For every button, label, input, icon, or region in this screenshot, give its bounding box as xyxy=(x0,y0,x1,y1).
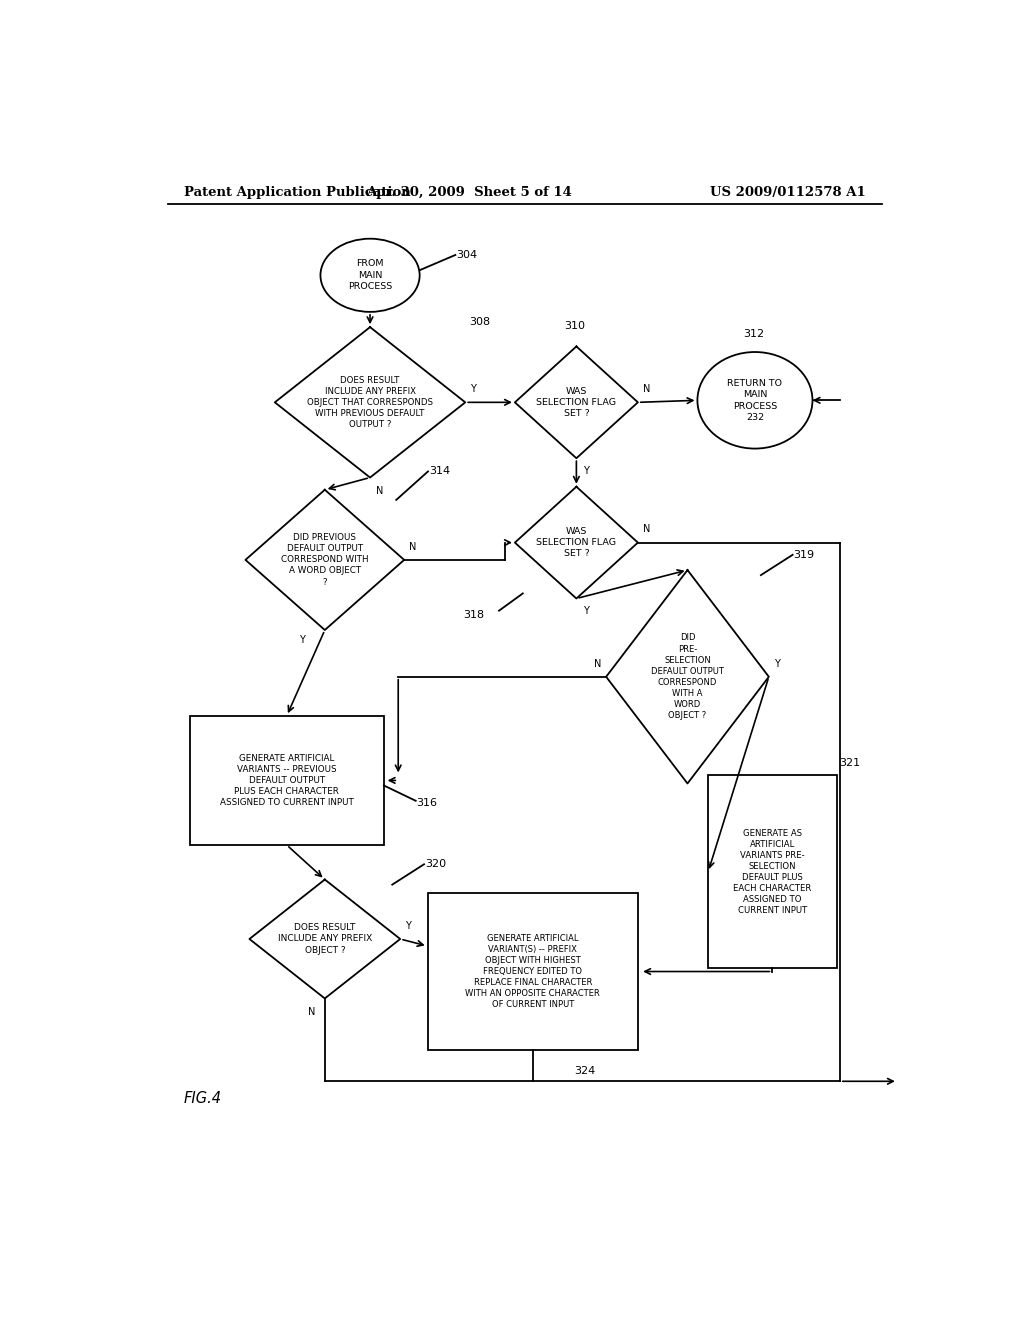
Text: 318: 318 xyxy=(463,610,484,620)
Text: N: N xyxy=(377,486,384,496)
Text: 324: 324 xyxy=(574,1065,596,1076)
Text: WAS
SELECTION FLAG
SET ?: WAS SELECTION FLAG SET ? xyxy=(537,387,616,418)
Text: RETURN TO
MAIN
PROCESS
232: RETURN TO MAIN PROCESS 232 xyxy=(727,379,782,422)
Text: DID PREVIOUS
DEFAULT OUTPUT
CORRESPOND WITH
A WORD OBJECT
?: DID PREVIOUS DEFAULT OUTPUT CORRESPOND W… xyxy=(281,533,369,586)
Text: GENERATE ARTIFICIAL
VARIANTS -- PREVIOUS
DEFAULT OUTPUT
PLUS EACH CHARACTER
ASSI: GENERATE ARTIFICIAL VARIANTS -- PREVIOUS… xyxy=(220,754,353,807)
Text: N: N xyxy=(308,1007,315,1016)
Text: WAS
SELECTION FLAG
SET ?: WAS SELECTION FLAG SET ? xyxy=(537,527,616,558)
Text: 319: 319 xyxy=(794,550,814,560)
Text: Y: Y xyxy=(299,635,305,645)
Text: 321: 321 xyxy=(839,758,860,768)
Text: Apr. 30, 2009  Sheet 5 of 14: Apr. 30, 2009 Sheet 5 of 14 xyxy=(367,186,572,199)
Text: N: N xyxy=(643,384,650,395)
Bar xyxy=(189,715,384,845)
Text: 314: 314 xyxy=(429,466,450,477)
Text: Y: Y xyxy=(470,384,476,395)
Text: Y: Y xyxy=(583,466,589,477)
Text: Y: Y xyxy=(404,921,411,931)
Text: FIG.4: FIG.4 xyxy=(183,1092,221,1106)
Text: 308: 308 xyxy=(469,317,490,327)
Text: 310: 310 xyxy=(564,321,586,331)
Text: GENERATE ARTIFICIAL
VARIANT(S) -- PREFIX
OBJECT WITH HIGHEST
FREQUENCY EDITED TO: GENERATE ARTIFICIAL VARIANT(S) -- PREFIX… xyxy=(465,933,600,1010)
Bar xyxy=(709,775,837,969)
Text: FROM
MAIN
PROCESS: FROM MAIN PROCESS xyxy=(348,259,392,292)
Text: DOES RESULT
INCLUDE ANY PREFIX
OBJECT THAT CORRESPONDS
WITH PREVIOUS DEFAULT
OUT: DOES RESULT INCLUDE ANY PREFIX OBJECT TH… xyxy=(307,376,433,429)
Text: Y: Y xyxy=(583,606,589,615)
Text: N: N xyxy=(643,524,650,535)
Text: 304: 304 xyxy=(456,249,477,260)
Text: N: N xyxy=(409,541,417,552)
Text: 320: 320 xyxy=(425,859,445,870)
Text: Y: Y xyxy=(773,659,779,668)
Text: DID
PRE-
SELECTION
DEFAULT OUTPUT
CORRESPOND
WITH A
WORD
OBJECT ?: DID PRE- SELECTION DEFAULT OUTPUT CORRES… xyxy=(651,634,724,721)
Text: US 2009/0112578 A1: US 2009/0112578 A1 xyxy=(711,186,866,199)
Text: 312: 312 xyxy=(743,329,764,339)
Text: N: N xyxy=(594,659,601,668)
Text: GENERATE AS
ARTIFICIAL
VARIANTS PRE-
SELECTION
DEFAULT PLUS
EACH CHARACTER
ASSIG: GENERATE AS ARTIFICIAL VARIANTS PRE- SEL… xyxy=(733,829,812,915)
Bar xyxy=(428,892,638,1051)
Text: 316: 316 xyxy=(417,797,437,808)
Text: DOES RESULT
INCLUDE ANY PREFIX
OBJECT ?: DOES RESULT INCLUDE ANY PREFIX OBJECT ? xyxy=(278,924,372,954)
Text: Patent Application Publication: Patent Application Publication xyxy=(183,186,411,199)
